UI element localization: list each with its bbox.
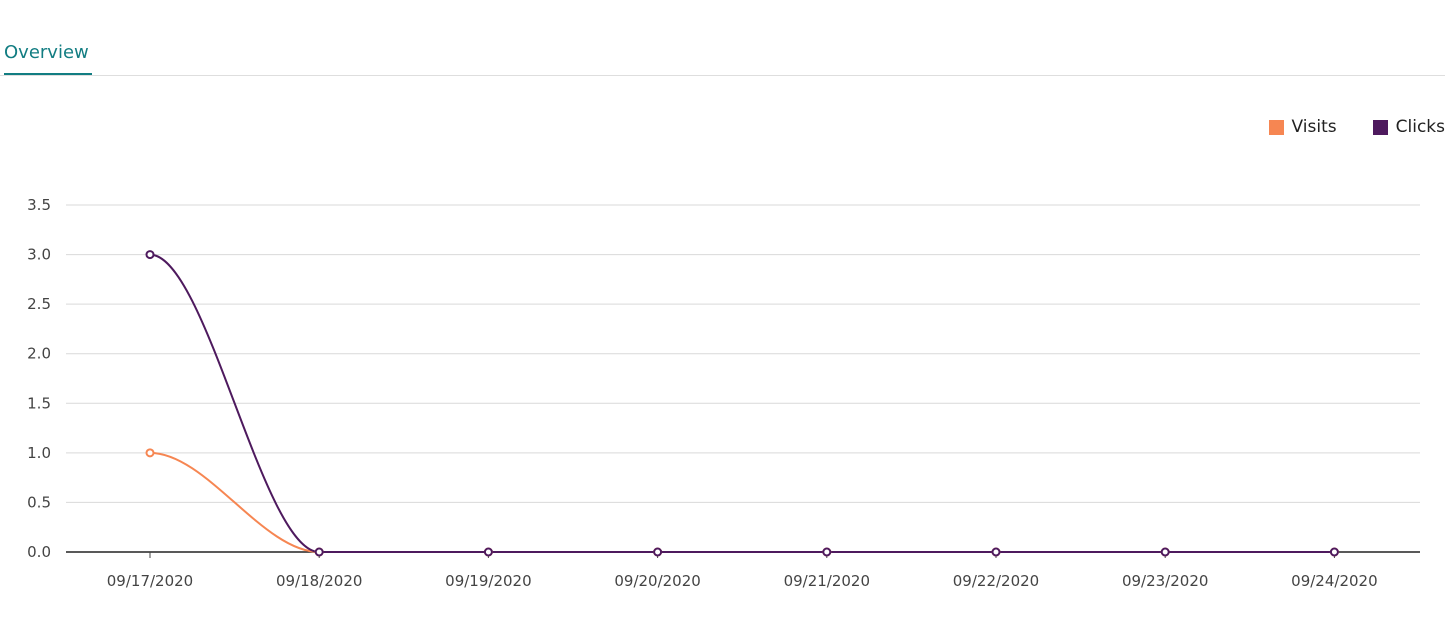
y-tick-label: 3.5	[27, 196, 51, 214]
y-tick-label: 2.5	[27, 295, 51, 313]
data-point-clicks	[822, 547, 832, 557]
x-tick-label: 09/23/2020	[1122, 572, 1208, 590]
y-tick-label: 1.0	[27, 444, 51, 462]
x-tick-label: 09/18/2020	[276, 572, 362, 590]
legend-label-clicks: Clicks	[1395, 117, 1445, 137]
x-tick-label: 09/17/2020	[107, 572, 193, 590]
legend-item-clicks[interactable]: Clicks	[1372, 117, 1445, 137]
legend-swatch-visits	[1268, 119, 1284, 135]
tab-bar: Overview	[0, 0, 1445, 76]
series-layer	[145, 250, 1339, 557]
y-tick-label: 1.5	[27, 394, 51, 412]
x-tick-label: 09/20/2020	[614, 572, 700, 590]
x-tick-label: 09/21/2020	[784, 572, 870, 590]
x-axis: 09/17/2020 09/18/2020 09/19/2020 09/20/2020…	[66, 551, 1420, 590]
tab-overview[interactable]: Overview	[4, 42, 92, 75]
grid-layer	[66, 204, 1420, 503]
data-point-clicks	[1160, 547, 1170, 557]
data-point-clicks	[145, 250, 155, 260]
y-tick-label: 0.5	[27, 493, 51, 511]
x-tick-label: 09/24/2020	[1291, 572, 1377, 590]
data-point-visits	[145, 448, 155, 458]
legend-label-visits: Visits	[1291, 117, 1337, 137]
x-tick-label: 09/22/2020	[953, 572, 1039, 590]
y-tick-label: 3.0	[27, 246, 51, 264]
series-line-clicks	[149, 253, 1335, 554]
chart-legend: Visits Clicks	[1268, 117, 1445, 137]
legend-item-visits[interactable]: Visits	[1268, 117, 1337, 137]
data-point-clicks	[1329, 547, 1339, 557]
y-tick-label: 2.0	[27, 345, 51, 363]
legend-swatch-clicks	[1372, 119, 1388, 135]
data-point-clicks	[991, 547, 1001, 557]
data-point-clicks	[653, 547, 663, 557]
y-axis: 0.0 0.5 1.0 1.5 2.0 2.5 3.0 3.5	[27, 196, 51, 561]
data-point-clicks	[314, 547, 324, 557]
y-tick-label: 0.0	[27, 543, 51, 561]
x-tick-label: 09/19/2020	[445, 572, 531, 590]
data-point-clicks	[483, 547, 493, 557]
